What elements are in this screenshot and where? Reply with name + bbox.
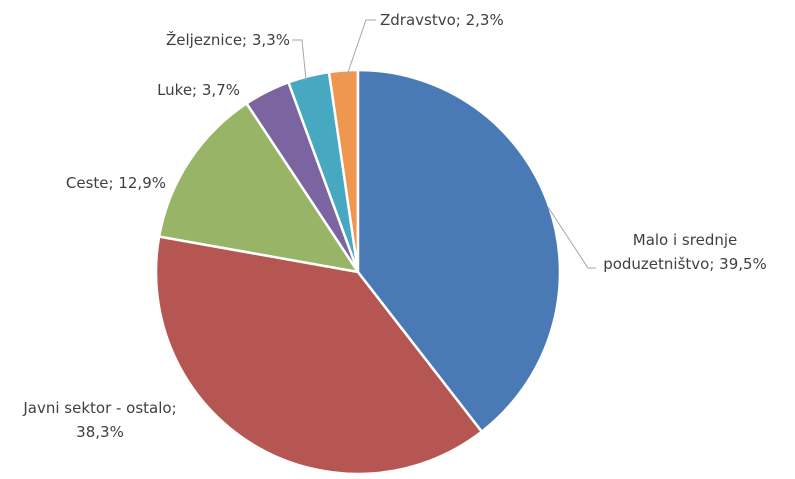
data-label: Javni sektor - ostalo; 38,3% (23, 399, 177, 441)
pie-slice (154, 235, 484, 476)
data-label: Luke; 3,7% (157, 81, 240, 99)
leader-line (547, 206, 596, 269)
data-label: Željeznice; 3,3% (165, 31, 290, 49)
pie-slice (157, 101, 361, 274)
data-label: Zdravstvo; 2,3% (380, 11, 504, 29)
leader-line (292, 39, 307, 81)
leader-line (345, 19, 376, 79)
data-label: Ceste; 12,9% (65, 174, 166, 192)
data-label: Malo i srednje poduzetništvo; 39,5% (603, 231, 767, 273)
pie-slice (356, 68, 562, 434)
